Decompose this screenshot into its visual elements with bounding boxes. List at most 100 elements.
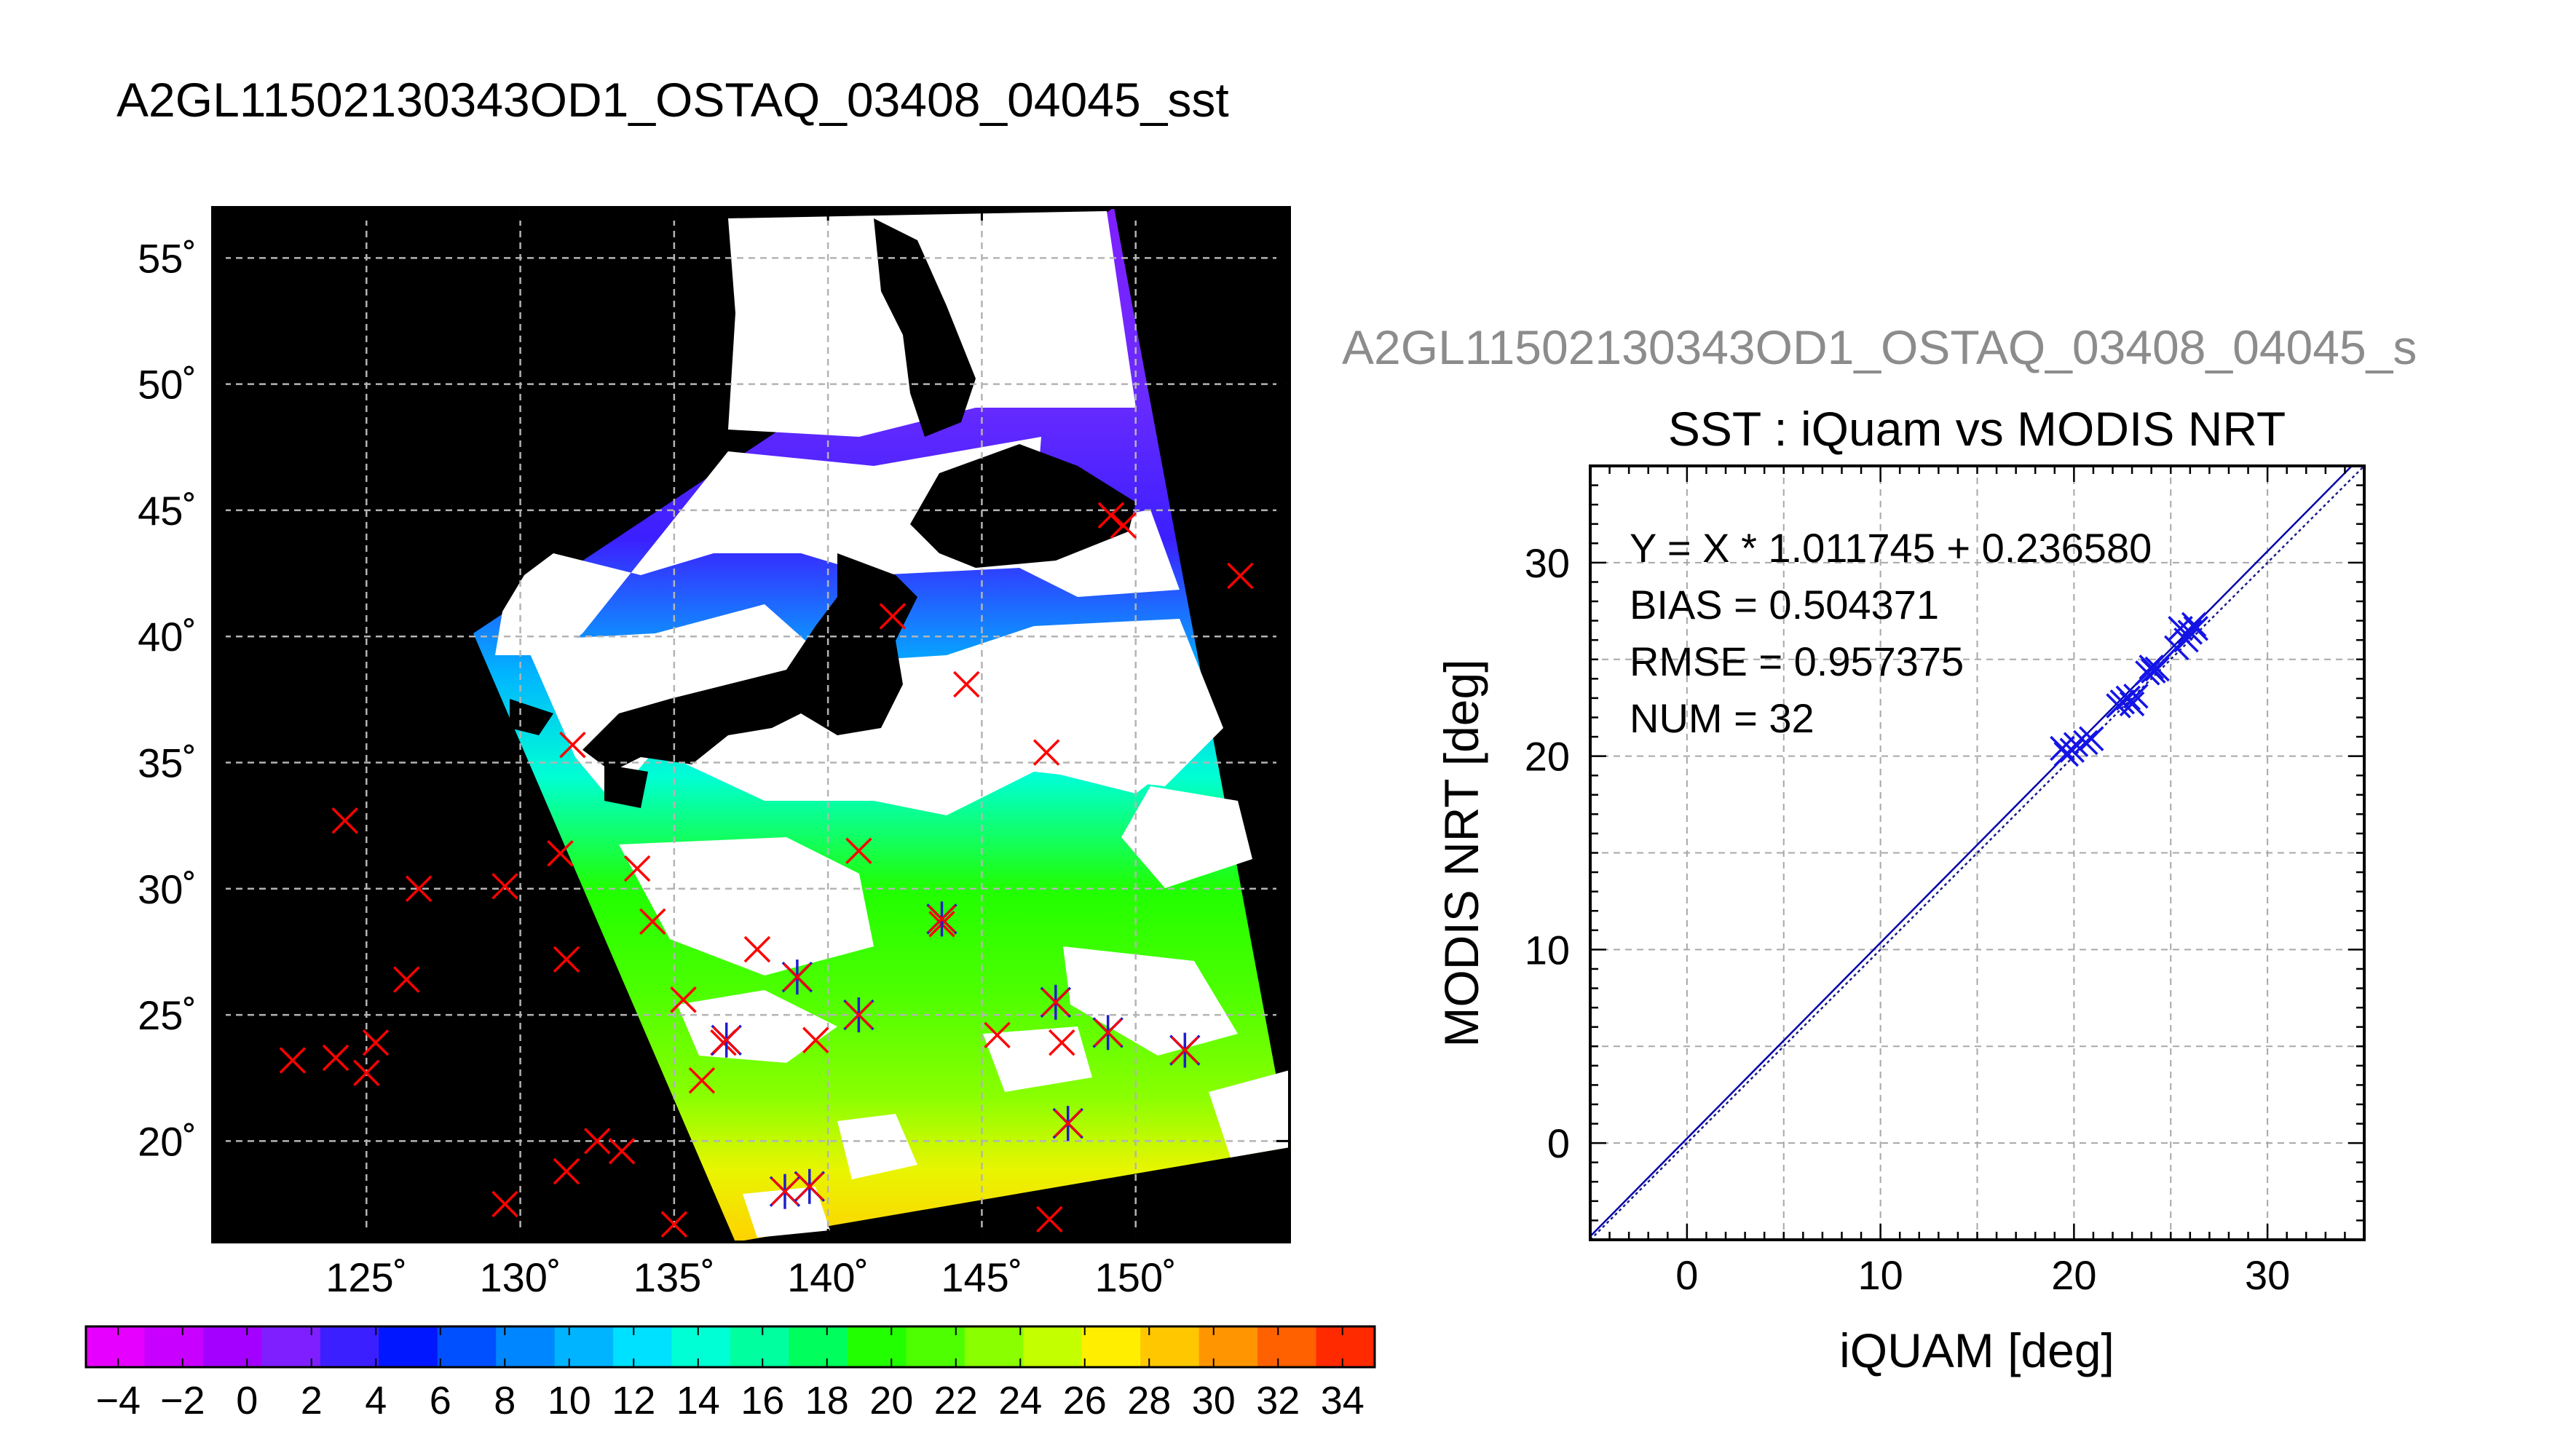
scatter-title: SST : iQuam vs MODIS NRT: [1668, 402, 2286, 456]
colorbar-swatch: [1081, 1326, 1142, 1367]
colorbar-swatch: [320, 1326, 380, 1367]
buoy-marker-all: [743, 935, 771, 963]
map-x-tick-label: 135˚: [633, 1254, 715, 1300]
buoy-marker-matched: [1094, 1018, 1122, 1047]
buoy-marker-all: [547, 840, 574, 867]
buoy-marker-matched: [845, 1001, 873, 1029]
scatter-point: [2050, 735, 2075, 761]
scatter-point: [2181, 612, 2207, 638]
scatter-point: [2173, 627, 2199, 653]
scatter-annotation: RMSE = 0.957375: [1630, 638, 1964, 684]
colorbar-tick-label: 4: [365, 1379, 387, 1423]
colorbar-swatch: [1140, 1326, 1200, 1367]
colorbar-tick-label: 2: [301, 1379, 323, 1423]
buoy-marker-all: [353, 1059, 380, 1087]
buoy-marker-all: [1097, 502, 1125, 529]
scatter-ticks: 0 10 20 30 0 10 20 30: [1525, 464, 2366, 1298]
scatter-point: [2139, 654, 2164, 680]
buoy-marker-all: [1110, 512, 1137, 539]
identity-line: [1590, 466, 2364, 1240]
sst-map: 125˚ 130˚ 135˚ 140˚ 145˚ 150˚ 20˚ 25˚ 30˚ 35˚ 40˚ 4…: [138, 206, 1291, 1300]
scatter-point: [2115, 685, 2141, 711]
buoy-marker-matched: [712, 1026, 741, 1054]
buoy-marker-all: [802, 1026, 829, 1053]
map-frame: [211, 206, 1291, 1243]
colorbar-tick-label: 20: [869, 1379, 913, 1423]
colorbar-tick-label: 8: [494, 1379, 516, 1423]
map-x-tick-label: 140˚: [787, 1254, 869, 1300]
colorbar-swatches: [86, 1326, 1375, 1367]
buoy-marker-matched: [770, 1177, 799, 1206]
colorbar-swatch: [496, 1326, 556, 1367]
buoy-marker-all: [660, 1211, 688, 1238]
colorbar: −4 −2 0 2 4 6 8 10 12 14 16 18 20 22 24 26 28 30 32 34: [84, 1325, 1376, 1423]
map-tick-labels: 125˚ 130˚ 135˚ 140˚ 145˚ 150˚ 20˚ 25˚ 30˚ 35˚ 40˚ 4…: [138, 207, 1290, 1300]
buoy-marker-all: [879, 603, 907, 630]
scatter-points: [2050, 612, 2209, 767]
scatter-x-tick-label: 20: [2051, 1252, 2096, 1298]
scatter-x-tick-label: 30: [2245, 1252, 2290, 1298]
colorbar-swatch: [1316, 1326, 1375, 1367]
scatter-point: [2073, 729, 2098, 756]
colorbar-swatch: [847, 1326, 907, 1367]
colorbar-swatch: [613, 1326, 673, 1367]
buoy-marker-all: [491, 1190, 518, 1218]
colorbar-tick-label: 32: [1256, 1379, 1300, 1423]
scatter-point: [2119, 691, 2145, 717]
buoy-markers-matched: [711, 901, 1201, 1209]
scatter-point: [2141, 658, 2166, 684]
map-y-tick-label: 45˚: [138, 488, 197, 534]
buoy-marker-all: [1032, 739, 1060, 766]
map-y-tick-label: 55˚: [138, 235, 197, 281]
buoy-marker-all: [559, 731, 586, 759]
buoy-marker-matched: [1041, 988, 1070, 1016]
colorbar-swatch: [202, 1326, 263, 1367]
colorbar-swatch: [86, 1326, 146, 1367]
buoy-marker-all: [953, 670, 980, 698]
colorbar-tick-label: −4: [95, 1379, 141, 1423]
buoy-marker-matched: [928, 905, 956, 933]
buoy-marker-all: [491, 873, 518, 900]
scatter-point: [2079, 726, 2104, 751]
scatter-point: [2109, 689, 2136, 715]
colorbar-swatch: [671, 1326, 731, 1367]
scatter-y-tick-label: 20: [1525, 734, 1570, 780]
buoy-marker-all: [405, 875, 433, 903]
map-x-tick-label: 130˚: [480, 1254, 561, 1300]
buoy-marker-all: [639, 908, 666, 935]
map-y-tick-label: 25˚: [138, 992, 197, 1038]
land-mask: [510, 218, 1136, 808]
colorbar-swatch: [964, 1326, 1024, 1367]
colorbar-tick-label: 0: [236, 1379, 258, 1423]
scatter-point: [2144, 656, 2170, 682]
regression-line: [1590, 466, 2353, 1238]
buoy-marker-all: [1227, 562, 1254, 590]
buoy-marker-all: [984, 1021, 1011, 1049]
colorbar-tick-label: 28: [1127, 1379, 1171, 1423]
scatter-point: [2177, 620, 2203, 645]
buoy-marker-matched: [795, 1172, 824, 1200]
colorbar-swatch: [437, 1326, 497, 1367]
map-x-tick-label: 125˚: [325, 1254, 407, 1300]
buoy-marker-all: [623, 855, 651, 882]
map-y-tick-label: 35˚: [138, 740, 197, 786]
colorbar-tick-label: 10: [548, 1379, 591, 1423]
scatter-grid: [1590, 466, 2364, 1240]
buoy-marker-all: [688, 1067, 716, 1094]
colorbar-tick-label: 12: [612, 1379, 655, 1423]
buoy-marker-all: [845, 837, 872, 865]
colorbar-tick-label: 34: [1321, 1379, 1365, 1423]
buoy-marker-all: [553, 946, 580, 973]
buoy-marker-all: [279, 1047, 307, 1074]
colorbar-tick-label: 16: [741, 1379, 784, 1423]
colorbar-swatch: [379, 1326, 438, 1367]
buoy-marker-all: [362, 1029, 390, 1056]
colorbar-frame: [84, 1325, 1376, 1369]
map-grid: [213, 207, 1290, 1242]
figure-title: A2GL11502130343OD1_OSTAQ_03408_04045_sst: [117, 73, 1229, 127]
scatter-annotation: BIAS = 0.504371: [1630, 582, 1939, 628]
buoy-marker-all: [322, 1044, 350, 1072]
colorbar-tick-label: 30: [1192, 1379, 1236, 1423]
buoy-marker-all: [608, 1137, 636, 1165]
colorbar-swatch: [144, 1326, 204, 1367]
